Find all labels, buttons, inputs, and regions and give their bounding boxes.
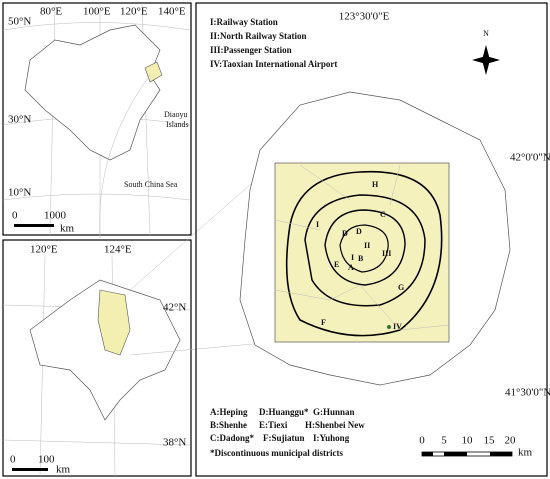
panel-frame <box>195 2 548 477</box>
annotation: Diaoyu <box>164 110 188 119</box>
district-key: A:Heping <box>210 407 248 417</box>
district-label: F <box>321 318 326 327</box>
ring-inner <box>324 209 406 286</box>
scale-label: 5 <box>441 435 447 447</box>
lon-label: 140°E <box>158 6 186 18</box>
district-key: D:Huanggu* <box>259 407 309 417</box>
lon-label: 120°E <box>120 6 148 18</box>
panel-frame <box>2 239 192 477</box>
liaoning-inset: 120°E 124°E 42°N 38°N 0 100 km <box>2 239 192 477</box>
station-label: I <box>351 253 354 262</box>
district-key: I:Yuhong <box>313 433 350 443</box>
district-border <box>274 164 450 331</box>
scale-bar <box>421 451 513 457</box>
district-key: G:Hunnan <box>313 407 355 417</box>
station-label: IV <box>393 322 402 331</box>
leader-line <box>99 74 151 239</box>
lon-label: 124°E <box>104 244 132 256</box>
scale-bar <box>14 224 54 227</box>
lon-label: 80°E <box>40 6 62 18</box>
lat-label: 42°N <box>163 302 186 314</box>
china-outline <box>24 24 161 161</box>
scale-label: 20 <box>505 435 517 447</box>
station-legend: I:Railway Station <box>210 17 278 27</box>
district-label: D <box>356 227 362 236</box>
scale-label: 100 <box>38 454 55 466</box>
district-label: E <box>334 260 339 269</box>
station-label: II <box>364 241 370 250</box>
scale-label: 0 <box>419 435 425 447</box>
ring-outer <box>285 170 443 337</box>
scale-label: 0 <box>10 454 16 466</box>
lat-label: 42°0'0"N <box>510 152 550 164</box>
lon-label: 120°E <box>30 244 58 256</box>
district-key: E:Tiexi <box>259 420 288 430</box>
main-map: 123°30'0"E 42°0'0"N 41°30'0"N I:Railway … <box>195 2 550 477</box>
scale-label: km <box>518 447 533 459</box>
district-key: F:Sujiatun <box>263 433 305 443</box>
shenyang-highlight <box>97 289 131 356</box>
station-point <box>387 325 391 329</box>
lat-label: 41°30'0"N <box>505 387 550 399</box>
scale-label: 0 <box>12 210 18 222</box>
scale-label: 15 <box>484 435 496 447</box>
study-area <box>274 162 450 343</box>
station-legend: III:Passenger Station <box>210 45 292 55</box>
north-label: N <box>483 29 489 38</box>
scale-bar <box>12 468 48 471</box>
district-label: C <box>380 210 386 219</box>
district-label: A <box>348 263 354 272</box>
district-key: C:Dadong* <box>210 433 255 443</box>
district-label: D <box>342 229 348 238</box>
annotation: Islands <box>166 120 189 129</box>
north-arrow <box>472 45 500 75</box>
district-label: B <box>358 254 364 263</box>
note: *Discontinuous municipal districts <box>210 448 344 458</box>
ring-core <box>339 224 389 273</box>
scale-label: km <box>60 223 75 235</box>
lat-label: 30°N <box>8 114 31 126</box>
lon-label: 123°30'0"E <box>339 11 390 23</box>
leader-line <box>129 162 276 356</box>
lat-label: 50°N <box>8 16 31 28</box>
district-key: H:Shenbei New <box>305 420 365 430</box>
annotation: South China Sea <box>124 180 178 189</box>
china-inset: 50°N 30°N 10°N 80°E 100°E 120°E 140°E Di… <box>2 2 192 239</box>
scale-label: 10 <box>462 435 474 447</box>
station-legend: II:North Railway Station <box>210 31 307 41</box>
district-key: B:Shenhe <box>210 420 247 430</box>
lat-label: 10°N <box>8 187 31 199</box>
district-label: I <box>316 220 319 229</box>
station-legend: IV:Taoxian International Airport <box>210 59 337 69</box>
lat-label: 38°N <box>163 437 186 449</box>
district-label: G <box>398 283 404 292</box>
scale-label: km <box>56 464 71 476</box>
panel-frame <box>2 2 192 236</box>
lon-label: 100°E <box>83 6 111 18</box>
district-label: H <box>372 180 379 189</box>
station-label: III <box>382 249 391 258</box>
ring-middle <box>304 194 426 307</box>
scale-label: 1000 <box>44 210 67 222</box>
